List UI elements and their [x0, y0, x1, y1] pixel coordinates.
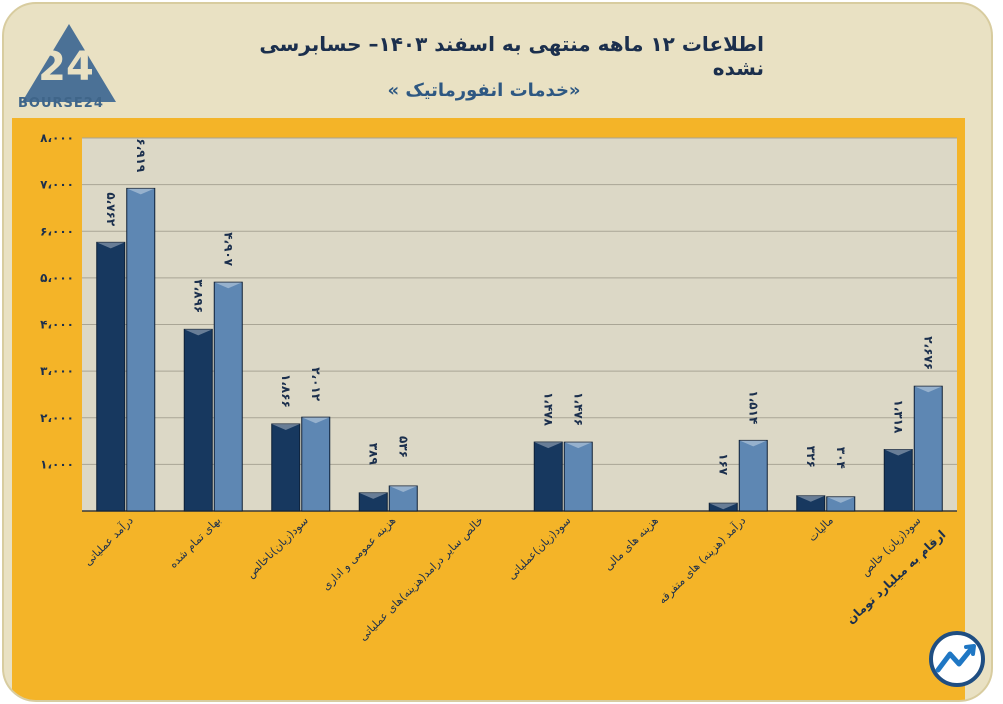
- bar: [388, 485, 418, 512]
- bar-bevel: [739, 440, 768, 447]
- logo-text: BOURSE24: [18, 96, 104, 111]
- bar: [271, 423, 301, 512]
- bar-bevel: [96, 242, 125, 249]
- y-tick-label: ۴،۰۰۰: [40, 318, 74, 332]
- bar-bevel: [271, 423, 300, 430]
- bar-bevel: [709, 503, 738, 510]
- bar-bevel: [184, 329, 213, 336]
- bar-bevel: [884, 449, 913, 456]
- category-label: بهای تمام شده: [166, 514, 223, 571]
- value-label: ۱،۳۱۸: [891, 400, 905, 435]
- y-tick-label: ۶،۰۰۰: [40, 224, 74, 238]
- bar-chart: ۱،۰۰۰ ۲،۰۰۰ ۳،۰۰۰ ۴،۰۰۰ ۵،۰۰۰ ۶،۰۰۰ ۷،۰۰۰ ۸،۰۰۰…: [40, 131, 957, 643]
- bar-bevel: [214, 282, 243, 289]
- bar-bevel: [359, 492, 388, 499]
- bar: [883, 449, 913, 512]
- logo-mark-text: 24: [38, 44, 94, 90]
- y-tick-label: ۲،۰۰۰: [40, 411, 74, 425]
- value-label: ۱،۴۷۶: [571, 392, 585, 426]
- value-label: ۲،۶۷۶: [921, 336, 935, 370]
- value-label: ۳۰۴: [834, 447, 848, 469]
- chart-subtitle: «خدمات انفورماتیک »: [387, 80, 581, 101]
- bar-bevel: [564, 442, 593, 449]
- bourse24-logo: 24: [22, 24, 116, 102]
- bar-bevel: [796, 495, 825, 502]
- value-label: ۳۸۹: [366, 443, 380, 466]
- value-label: ۳،۸۹۶: [191, 279, 205, 313]
- bar: [796, 495, 826, 512]
- value-label: ۵۳۶: [396, 436, 410, 458]
- bar: [301, 416, 331, 512]
- y-tick-label: ۸،۰۰۰: [40, 131, 74, 145]
- value-label: ۱،۵۱۴: [746, 390, 760, 424]
- category-label: هزینه عمومی و اداری: [319, 514, 398, 593]
- y-tick-label: ۵،۰۰۰: [40, 271, 74, 285]
- value-label: ۱،۸۶۶: [279, 374, 293, 408]
- category-label: هزینه های مالی: [602, 514, 661, 573]
- bar: [738, 439, 768, 512]
- bar: [533, 441, 563, 512]
- bar: [126, 187, 156, 512]
- trend-logo-icon: [929, 631, 985, 687]
- value-label: ۶،۹۱۹: [134, 138, 148, 173]
- bar-bevel: [389, 486, 418, 493]
- bar-bevel: [534, 442, 563, 449]
- category-label: سود(زیان)ناخالص: [244, 514, 311, 581]
- bar: [913, 385, 943, 512]
- bar: [826, 496, 856, 512]
- bar: [183, 328, 213, 512]
- value-label: ۳۲۶: [804, 446, 818, 468]
- y-tick-label: ۱،۰۰۰: [40, 457, 74, 471]
- value-label: ۱۶۷: [716, 453, 730, 476]
- y-tick-label: ۷،۰۰۰: [40, 178, 74, 192]
- bar-bevel: [826, 496, 855, 503]
- value-label: ۵،۷۶۲: [104, 192, 118, 227]
- chart-title: اطلاعات ۱۲ ماهه منتهی به اسفند ۱۴۰۳– حسا…: [259, 32, 764, 80]
- category-label: درآمد (هزینه) های متفرقه: [655, 513, 748, 606]
- value-label: ۱،۴۷۸: [541, 392, 555, 427]
- bar: [358, 492, 388, 512]
- chart-frame: ۱،۰۰۰ ۲،۰۰۰ ۳،۰۰۰ ۴،۰۰۰ ۵،۰۰۰ ۶،۰۰۰ ۷،۰۰۰ ۸،۰۰۰…: [12, 118, 965, 700]
- bar: [708, 502, 738, 512]
- category-label: مالیات: [806, 514, 836, 544]
- bar-bevel: [914, 386, 943, 393]
- bar-bevel: [301, 417, 330, 424]
- bar: [563, 441, 593, 512]
- value-label: ۴،۹۰۷: [221, 232, 235, 267]
- bar: [213, 281, 243, 512]
- category-label: سود(زیان)عملیاتی: [505, 514, 573, 582]
- bar: [96, 241, 126, 512]
- bar-bevel: [126, 188, 155, 195]
- y-tick-label: ۳،۰۰۰: [40, 364, 74, 378]
- category-label: درآمد عملیاتی: [81, 513, 136, 568]
- value-label: ۲،۰۱۲: [309, 367, 323, 402]
